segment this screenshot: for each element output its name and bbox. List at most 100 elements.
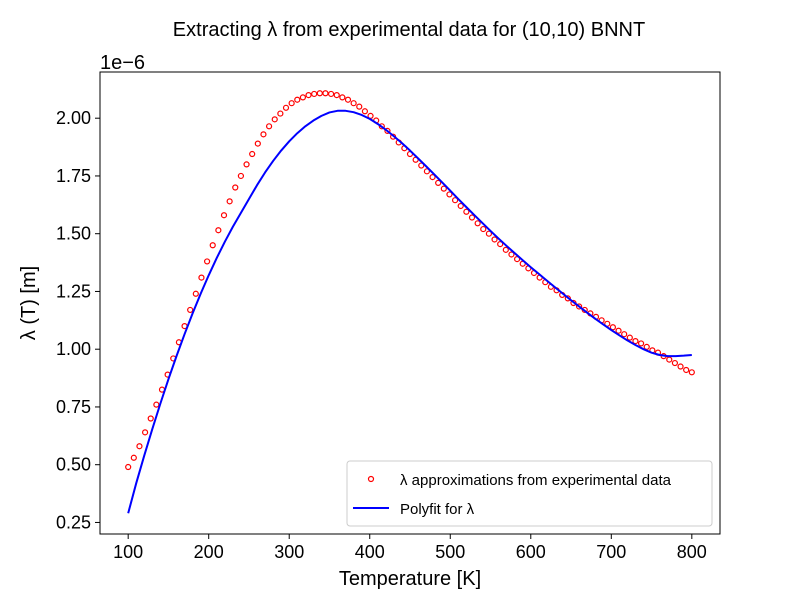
y-axis-label: λ (T) [m] (18, 266, 40, 340)
data-point (451, 197, 459, 204)
data-point (316, 90, 323, 97)
y-axis-offset-label: 1e−6 (100, 52, 145, 74)
data-point (615, 327, 622, 334)
plot-area-frame (99, 71, 721, 535)
data-point (356, 103, 363, 110)
legend-label-line: Polyfit for λ (400, 501, 475, 518)
data-point (260, 131, 267, 138)
data-point (322, 90, 329, 97)
data-point (147, 415, 154, 422)
data-point (305, 91, 312, 99)
y-tick-label: 0.25 (56, 512, 91, 532)
data-point (457, 202, 464, 210)
data-point (327, 90, 335, 98)
data-point (125, 463, 132, 471)
data-point (440, 185, 447, 192)
data-point (609, 324, 617, 331)
data-point (153, 401, 160, 408)
data-point (339, 94, 346, 101)
x-tick-label: 500 (435, 542, 465, 562)
data-point (480, 225, 487, 233)
data-point (575, 303, 583, 310)
data-point (294, 96, 301, 103)
data-point (508, 251, 515, 258)
data-point (243, 161, 250, 168)
data-point (491, 236, 498, 243)
data-point (485, 230, 493, 237)
x-tick-label: 800 (677, 542, 707, 562)
data-point (265, 123, 273, 130)
data-point (626, 334, 633, 341)
data-point (677, 363, 684, 370)
data-point (226, 198, 233, 205)
data-point (474, 220, 481, 227)
data-point (198, 274, 205, 281)
data-point (288, 100, 295, 107)
data-point (220, 212, 228, 219)
data-point (350, 100, 357, 107)
data-point (203, 258, 211, 265)
data-point (513, 256, 521, 263)
data-point (277, 110, 284, 117)
x-tick-label: 400 (355, 542, 385, 562)
y-tick-label: 1.00 (56, 339, 91, 359)
data-point (192, 290, 199, 297)
data-point (187, 306, 194, 314)
data-point (683, 366, 690, 374)
legend-label-scatter: λ approximations from experimental data (400, 472, 672, 489)
data-point (429, 174, 436, 181)
data-point (361, 108, 369, 115)
data-point (136, 443, 143, 450)
data-point (463, 208, 470, 215)
x-tick-label: 600 (516, 542, 546, 562)
data-point (311, 90, 318, 98)
data-point (209, 242, 216, 249)
x-tick-label: 300 (274, 542, 304, 562)
data-point (384, 127, 391, 135)
series-layer (125, 90, 695, 514)
legend-box (346, 460, 713, 527)
data-point (468, 214, 476, 221)
data-point (671, 359, 679, 367)
y-tick-label: 1.50 (56, 224, 91, 244)
x-axis-ticks: 100 200 300 400 500 600 700 800 (113, 534, 707, 562)
y-tick-label: 0.50 (56, 455, 91, 475)
data-point (232, 184, 239, 191)
data-point (344, 96, 352, 103)
y-tick-label: 1.25 (56, 281, 91, 301)
data-point (446, 191, 453, 198)
data-point (333, 91, 340, 99)
data-point (502, 246, 509, 253)
data-point (215, 227, 222, 234)
legend-scatter-marker (367, 475, 375, 483)
data-point (237, 172, 245, 180)
data-point (423, 168, 431, 175)
x-tick-label: 700 (596, 542, 626, 562)
y-tick-label: 2.00 (56, 108, 91, 128)
data-point (254, 140, 261, 147)
x-tick-label: 200 (194, 542, 224, 562)
data-point (282, 104, 290, 111)
y-axis-ticks: 0.25 0.50 0.75 1.00 1.25 1.50 1.75 2.00 (56, 108, 100, 532)
legend: λ approximations from experimental data … (346, 460, 713, 527)
y-tick-label: 0.75 (56, 397, 91, 417)
data-point (130, 454, 137, 461)
data-point (435, 179, 442, 186)
polyfit-line (127, 109, 692, 514)
data-point (621, 331, 628, 338)
data-point (643, 343, 650, 350)
data-point (141, 429, 149, 436)
data-point (418, 162, 425, 169)
data-point (688, 369, 695, 376)
data-point (299, 94, 307, 101)
data-point (632, 338, 639, 345)
data-point (249, 150, 256, 158)
data-point (271, 116, 278, 123)
data-point (497, 241, 504, 248)
x-axis-label: Temperature [K] (339, 568, 481, 590)
x-tick-label: 100 (113, 542, 143, 562)
chart-title: Extracting λ from experimental data for … (173, 19, 645, 41)
data-point (637, 340, 645, 347)
